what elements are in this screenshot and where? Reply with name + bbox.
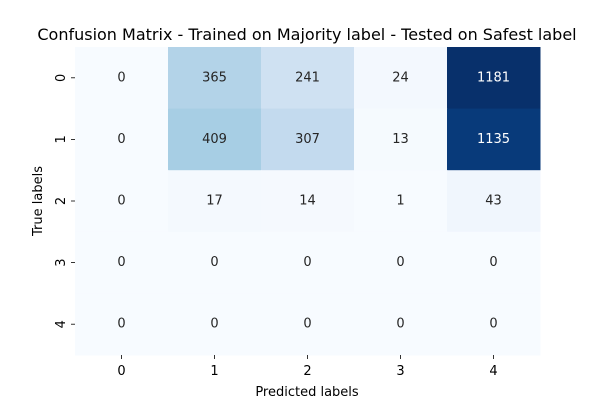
x-tick-label-0: 0 bbox=[117, 364, 125, 379]
cell-value-1-1: 409 bbox=[202, 132, 227, 147]
y-tick-label-0: 0 bbox=[54, 74, 69, 82]
heatmap-cell-0-4 bbox=[447, 47, 541, 110]
x-axis-ticks: 0 1 2 3 4 bbox=[117, 355, 498, 379]
y-axis-label: True labels bbox=[31, 166, 46, 237]
heatmap-cell-1-4 bbox=[447, 108, 541, 171]
cell-value-3-0: 0 bbox=[117, 255, 125, 270]
x-tick-label-3: 3 bbox=[396, 364, 404, 379]
heatmap-cell-4-0 bbox=[75, 293, 169, 356]
cell-value-4-2: 0 bbox=[303, 317, 311, 332]
x-tick-label-1: 1 bbox=[210, 364, 218, 379]
heatmap-cell-4-3 bbox=[354, 293, 448, 356]
cell-value-0-3: 24 bbox=[392, 70, 409, 85]
cell-value-2-4: 43 bbox=[485, 194, 502, 209]
heatmap-cell-2-3 bbox=[354, 170, 448, 233]
heatmap-cell-1-1 bbox=[168, 108, 262, 171]
heatmap-cell-0-0 bbox=[75, 47, 169, 110]
cell-value-0-1: 365 bbox=[202, 70, 227, 85]
heatmap-cell-2-0 bbox=[75, 170, 169, 233]
cell-value-4-0: 0 bbox=[117, 317, 125, 332]
heatmap-cell-1-0 bbox=[75, 108, 169, 171]
y-tick-label-2: 2 bbox=[54, 197, 69, 205]
cell-value-1-3: 13 bbox=[392, 132, 409, 147]
x-tick-label-2: 2 bbox=[303, 364, 311, 379]
cell-value-1-0: 0 bbox=[117, 132, 125, 147]
heatmap-cell-2-2 bbox=[261, 170, 355, 233]
cell-value-1-4: 1135 bbox=[477, 132, 510, 147]
heatmap-cell-0-2 bbox=[261, 47, 355, 110]
y-tick-label-1: 1 bbox=[54, 135, 69, 143]
heatmap-cell-3-1 bbox=[168, 231, 262, 294]
heatmap-cell-3-0 bbox=[75, 231, 169, 294]
heatmap-cell-3-3 bbox=[354, 231, 448, 294]
heatmap-cell-3-2 bbox=[261, 231, 355, 294]
heatmap-cell-1-2 bbox=[261, 108, 355, 171]
cell-value-3-3: 0 bbox=[396, 255, 404, 270]
cell-value-4-3: 0 bbox=[396, 317, 404, 332]
heatmap-cell-0-3 bbox=[354, 47, 448, 110]
x-tick-label-4: 4 bbox=[489, 364, 497, 379]
cell-value-3-2: 0 bbox=[303, 255, 311, 270]
heatmap-cell-4-2 bbox=[261, 293, 355, 356]
heatmap-cell-1-3 bbox=[354, 108, 448, 171]
cell-value-4-1: 0 bbox=[210, 317, 218, 332]
y-tick-label-4: 4 bbox=[54, 320, 69, 328]
cell-value-3-1: 0 bbox=[210, 255, 218, 270]
x-axis-label: Predicted labels bbox=[255, 385, 359, 400]
chart-title: Confusion Matrix - Trained on Majority l… bbox=[37, 25, 576, 44]
cell-value-2-0: 0 bbox=[117, 194, 125, 209]
heatmap-cell-2-4 bbox=[447, 170, 541, 233]
heatmap-cell-0-1 bbox=[168, 47, 262, 110]
cell-value-1-2: 307 bbox=[295, 132, 320, 147]
cell-value-3-4: 0 bbox=[489, 255, 497, 270]
cell-value-0-0: 0 bbox=[117, 70, 125, 85]
y-axis-ticks: 0 1 2 3 4 bbox=[54, 74, 75, 328]
heatmap-cells: 0 365 241 24 1181 0 409 307 13 1135 0 17 14 1 43 0 0 0 0 0 0… bbox=[75, 47, 541, 356]
cell-value-2-2: 14 bbox=[299, 194, 316, 209]
heatmap-cell-2-1 bbox=[168, 170, 262, 233]
cell-value-2-1: 17 bbox=[206, 194, 223, 209]
cell-value-4-4: 0 bbox=[489, 317, 497, 332]
heatmap-cell-4-1 bbox=[168, 293, 262, 356]
heatmap-cell-3-4 bbox=[447, 231, 541, 294]
y-tick-label-3: 3 bbox=[54, 258, 69, 266]
heatmap-cell-4-4 bbox=[447, 293, 541, 356]
cell-value-0-2: 241 bbox=[295, 70, 320, 85]
cell-value-2-3: 1 bbox=[396, 194, 404, 209]
cell-value-0-4: 1181 bbox=[477, 70, 510, 85]
